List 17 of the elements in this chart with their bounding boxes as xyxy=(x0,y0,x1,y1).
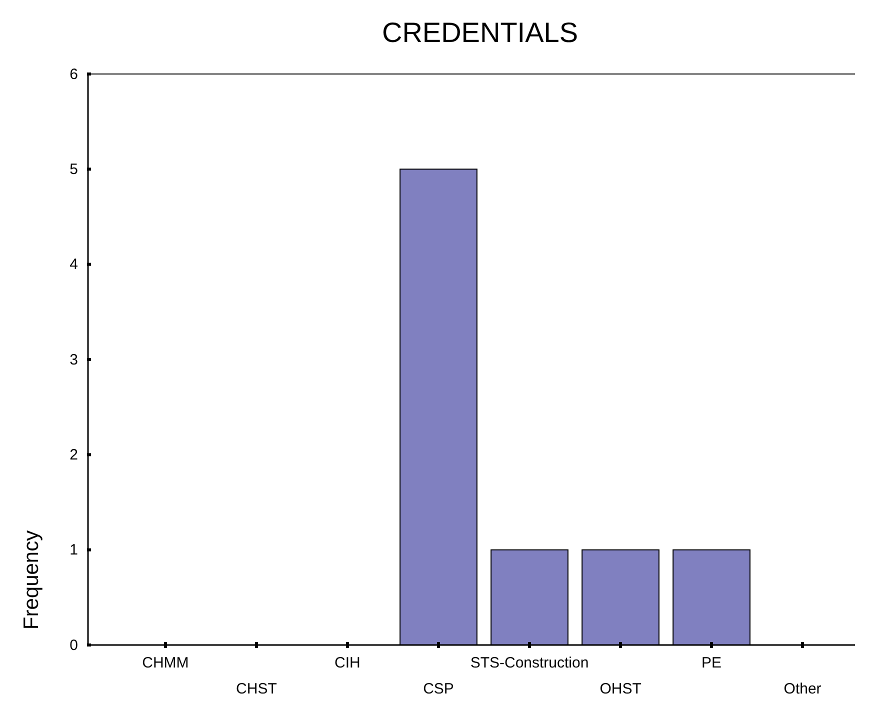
y-tick-label: 3 xyxy=(70,351,78,368)
y-tick-label: 5 xyxy=(70,160,78,178)
x-tick-label: STS-Construction xyxy=(470,654,589,672)
y-tick-label: 0 xyxy=(70,636,78,654)
x-tick-label: Other xyxy=(784,680,822,698)
x-tick-label: CHMM xyxy=(142,654,189,672)
chart-title: CREDENTIALS xyxy=(382,17,578,48)
x-tick-label: CHST xyxy=(236,680,277,698)
x-tick-label: OHST xyxy=(600,680,642,698)
y-tick-label: 6 xyxy=(70,66,78,83)
y-axis-title: Frequency xyxy=(20,530,43,630)
x-tick-label: CIH xyxy=(334,654,360,672)
x-tick-label: PE xyxy=(702,654,722,672)
y-tick-label: 2 xyxy=(70,446,78,464)
x-tick-label: CSP xyxy=(423,680,454,698)
y-tick-label: 1 xyxy=(70,542,78,559)
y-tick-label: 4 xyxy=(70,256,78,274)
